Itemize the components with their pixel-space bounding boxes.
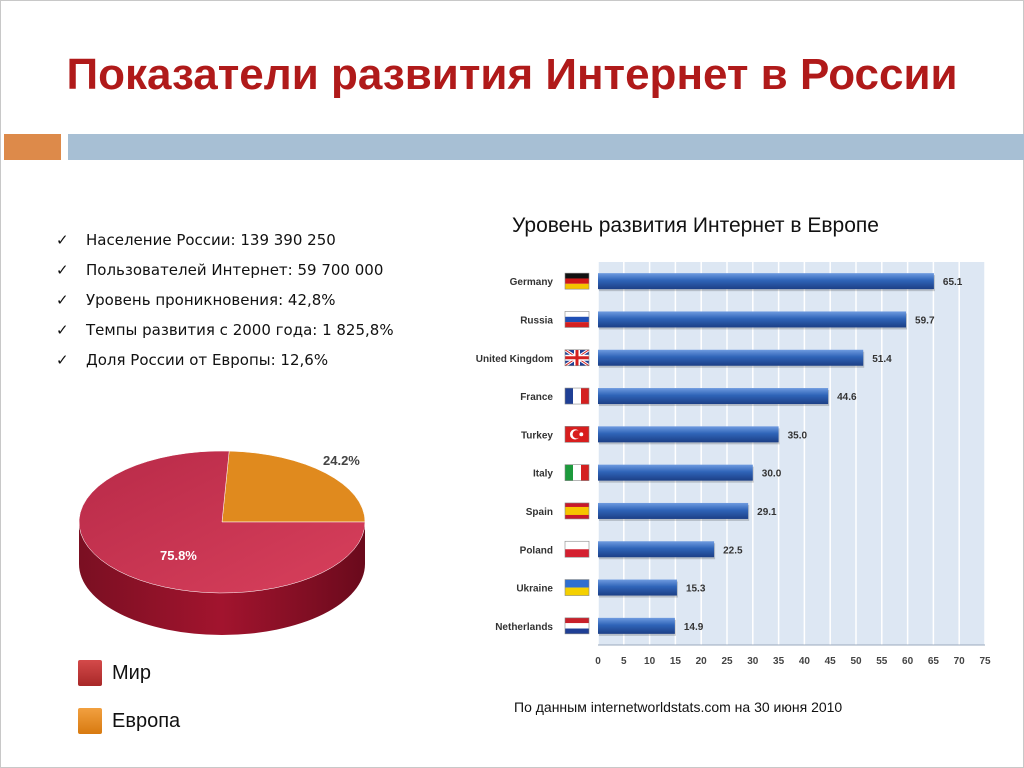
bar-ukraine — [598, 579, 677, 596]
x-tick-label: 65 — [928, 656, 940, 667]
netherlands-flag-icon — [564, 617, 590, 635]
checkmark-icon: ✓ — [56, 291, 69, 309]
pie-label-europe: 24.2% — [323, 453, 360, 468]
fact-growth: Темпы развития с 2000 года: 1 825,8% — [86, 321, 394, 339]
x-tick-label: 5 — [621, 656, 627, 667]
list-item: ✓ Население России: 139 390 250 — [56, 229, 394, 259]
x-tick-label: 35 — [773, 656, 785, 667]
fact-users: Пользователей Интернет: 59 700 000 — [86, 261, 384, 279]
bar-value-label: 65.1 — [943, 277, 963, 288]
bar-value-label: 22.5 — [723, 545, 743, 556]
bar-turkey — [598, 426, 779, 443]
checkmark-icon: ✓ — [56, 261, 69, 279]
legend-label-europe: Европа — [112, 710, 181, 732]
legend-swatch-world — [78, 660, 102, 686]
category-label: Ukraine — [516, 584, 553, 595]
pie-slice-world — [78, 450, 366, 594]
france-flag-icon — [564, 387, 590, 405]
category-label: Russia — [520, 315, 553, 326]
italy-flag-icon — [564, 464, 590, 481]
source-note: По данным internetworldstats.com на 30 и… — [514, 699, 843, 715]
category-label: Italy — [533, 469, 553, 480]
list-item: ✓ Доля России от Европы: 12,6% — [56, 349, 394, 379]
russia-flag-icon — [564, 311, 590, 328]
germany-flag-icon — [564, 272, 590, 290]
list-item: ✓ Уровень проникновения: 42,8% — [56, 289, 394, 319]
bar-chart-title: Уровень развития Интернет в Европе — [512, 214, 879, 237]
ukraine-flag-icon — [564, 579, 590, 596]
bar-value-label: 29.1 — [757, 507, 777, 518]
category-label: Turkey — [521, 430, 553, 441]
bar-value-label: 14.9 — [684, 622, 704, 633]
x-tick-label: 25 — [721, 656, 733, 667]
bar-value-label: 15.3 — [686, 584, 706, 595]
pie-label-world: 75.8% — [160, 548, 197, 563]
category-label: United Kingdom — [476, 354, 553, 365]
x-tick-label: 30 — [747, 656, 759, 667]
x-tick-label: 60 — [902, 656, 914, 667]
x-tick-label: 50 — [850, 656, 862, 667]
x-tick-label: 0 — [595, 656, 601, 667]
x-tick-label: 10 — [644, 656, 656, 667]
x-tick-label: 45 — [825, 656, 837, 667]
poland-flag-icon — [564, 540, 590, 558]
accent-bar-blue — [68, 134, 1024, 160]
checkmark-icon: ✓ — [56, 351, 69, 369]
facts-list: ✓ Население России: 139 390 250 ✓ Пользова… — [56, 229, 394, 379]
bar-spain — [598, 502, 749, 519]
fact-penetration: Уровень проникновения: 42,8% — [86, 291, 336, 309]
bar-value-label: 51.4 — [872, 354, 892, 365]
bar-united-kingdom — [598, 349, 864, 366]
bar-value-label: 59.7 — [915, 315, 935, 326]
bar-value-label: 30.0 — [762, 469, 782, 480]
category-label: Poland — [520, 545, 553, 556]
page-title: Показатели развития Интернет в России — [66, 50, 958, 99]
bar-italy — [598, 464, 753, 481]
checkmark-icon: ✓ — [56, 231, 69, 249]
bar-germany — [598, 273, 934, 290]
bar-value-label: 35.0 — [788, 430, 808, 441]
bar-russia — [598, 311, 907, 328]
list-item: ✓ Темпы развития с 2000 года: 1 825,8% — [56, 319, 394, 349]
list-item: ✓ Пользователей Интернет: 59 700 000 — [56, 259, 394, 289]
accent-bar-orange — [4, 134, 61, 160]
x-tick-label: 75 — [979, 656, 991, 667]
category-label: Netherlands — [495, 622, 553, 633]
x-tick-label: 20 — [696, 656, 708, 667]
legend-label-world: Мир — [112, 662, 151, 684]
spain-flag-icon — [564, 502, 590, 520]
bar-value-label: 44.6 — [837, 392, 857, 403]
bar-netherlands — [598, 617, 675, 634]
fact-europe-share: Доля России от Европы: 12,6% — [86, 351, 329, 369]
x-tick-label: 15 — [670, 656, 682, 667]
legend-swatch-europe — [78, 708, 102, 734]
category-label: France — [520, 392, 553, 403]
bar-poland — [598, 541, 715, 558]
checkmark-icon: ✓ — [56, 321, 69, 339]
x-tick-label: 55 — [876, 656, 888, 667]
x-tick-label: 40 — [799, 656, 811, 667]
category-label: Germany — [510, 277, 554, 288]
fact-population: Население России: 139 390 250 — [86, 231, 336, 249]
pie-slice-europe — [221, 450, 366, 523]
turkey-flag-icon — [564, 426, 590, 443]
x-tick-label: 70 — [954, 656, 966, 667]
bar-france — [598, 388, 829, 405]
category-label: Spain — [526, 507, 553, 518]
pie-side-wall — [79, 522, 365, 635]
uk-flag-icon — [564, 348, 590, 367]
